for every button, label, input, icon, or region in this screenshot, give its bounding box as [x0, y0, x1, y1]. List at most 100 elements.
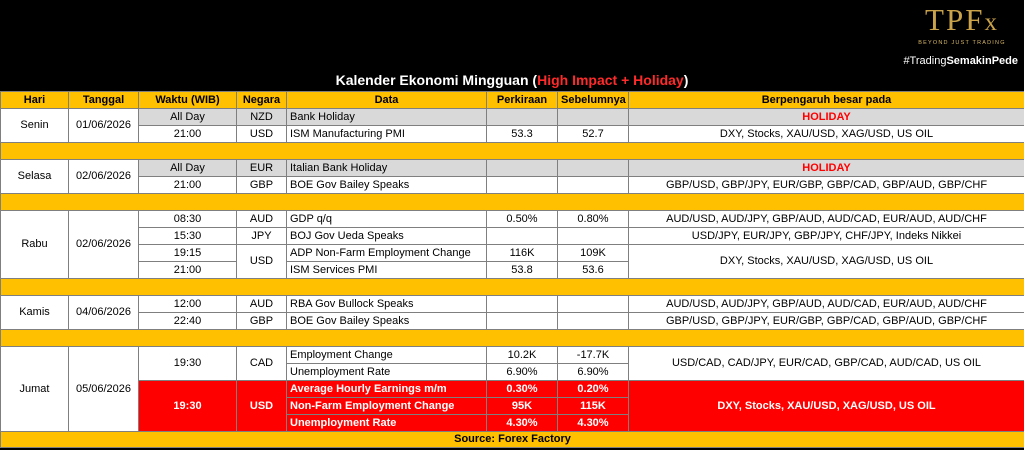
- previous-cell: 53.6: [557, 261, 629, 279]
- header-cell: Berpengaruh besar pada: [628, 91, 1024, 109]
- impact-cell: AUD/USD, AUD/JPY, GBP/AUD, AUD/CAD, EUR/…: [628, 210, 1024, 228]
- table-row: Rabu 02/06/2026 08:30 AUD GDP q/q 0.50% …: [0, 210, 1024, 279]
- forecast-cell: [486, 176, 558, 194]
- impact-cell: DXY, Stocks, XAU/USD, XAG/USD, US OIL: [628, 244, 1024, 279]
- previous-cell: 0.20%: [557, 380, 629, 398]
- header-cell: Tanggal: [68, 91, 139, 109]
- impact-cell: DXY, Stocks, XAU/USD, XAG/USD, US OIL: [628, 380, 1024, 432]
- separator-cell: [0, 142, 1024, 160]
- country-cell: GBP: [236, 312, 287, 330]
- time-cell: 15:30: [138, 227, 237, 245]
- holiday-badge: HOLIDAY: [628, 159, 1024, 177]
- table-row: Jumat 05/06/2026 19:30 CAD Employment Ch…: [0, 346, 1024, 432]
- table-row: 21:00 ISM Services PMI 53.8 53.6: [1, 261, 1024, 279]
- day-cell: Selasa: [0, 159, 69, 194]
- event-cell: ISM Manufacturing PMI: [286, 125, 487, 143]
- impact-cell: GBP/USD, GBP/JPY, EUR/GBP, GBP/CAD, GBP/…: [628, 312, 1024, 330]
- time-cell: 08:30: [138, 210, 237, 228]
- forecast-cell: 0.30%: [486, 380, 558, 398]
- country-cell: USD: [236, 125, 287, 143]
- table-row: Kamis 04/06/2026 12:00 AUD RBA Gov Bullo…: [0, 295, 1024, 330]
- table-row: 22:40 GBP BOE Gov Bailey Speaks GBP/USD,…: [1, 312, 1024, 330]
- table-row: 21:00 USD ISM Manufacturing PMI 53.3 52.…: [1, 125, 1024, 143]
- table-row: Selasa 02/06/2026 All Day EUR Italian Ba…: [0, 159, 1024, 194]
- forecast-cell: [486, 227, 558, 245]
- table-row: Unemployment Rate 6.90% 6.90%: [1, 363, 1024, 381]
- event-cell: GDP q/q: [286, 210, 487, 228]
- hashtag-bold: SemakinPede: [946, 55, 1018, 67]
- previous-cell: 52.7: [557, 125, 629, 143]
- forecast-cell: 6.90%: [486, 363, 558, 381]
- hashtag-prefix: #Trading: [903, 55, 947, 67]
- date-cell: 02/06/2026: [68, 159, 139, 194]
- time-cell: 19:30: [138, 346, 237, 381]
- table-row-high-impact: 19:30 USD Average Hourly Earnings m/m 0.…: [1, 380, 1024, 432]
- forecast-cell: [486, 108, 558, 126]
- header-row: Hari Tanggal Waktu (WIB) Negara Data Per…: [0, 91, 1024, 109]
- source-row: Source: Forex Factory: [0, 431, 1024, 448]
- forecast-cell: [486, 159, 558, 177]
- time-cell: All Day: [138, 159, 237, 177]
- forecast-cell: 0.50%: [486, 210, 558, 228]
- previous-cell: 0.80%: [557, 210, 629, 228]
- previous-cell: [557, 108, 629, 126]
- date-cell: 05/06/2026: [68, 346, 139, 432]
- hashtag: #TradingSemakinPede: [903, 55, 1018, 67]
- country-cell: GBP: [236, 176, 287, 194]
- time-cell: 21:00: [138, 176, 237, 194]
- page-title: Kalender Ekonomi Mingguan (High Impact +…: [0, 70, 1024, 90]
- title-highlight: High Impact + Holiday: [537, 72, 684, 88]
- event-cell: BOE Gov Bailey Speaks: [286, 312, 487, 330]
- forecast-cell: [486, 312, 558, 330]
- separator-row: [0, 193, 1024, 211]
- table-row: 21:00 GBP BOE Gov Bailey Speaks GBP/USD,…: [1, 176, 1024, 194]
- impact-cell: GBP/USD, GBP/JPY, EUR/GBP, GBP/CAD, GBP/…: [628, 176, 1024, 194]
- time-cell: 22:40: [138, 312, 237, 330]
- event-cell: RBA Gov Bullock Speaks: [286, 295, 487, 313]
- day-cell: Jumat: [0, 346, 69, 432]
- country-cell: NZD: [236, 108, 287, 126]
- time-cell: 21:00: [138, 125, 237, 143]
- table-row: Senin 01/06/2026 All Day NZD Bank Holida…: [0, 108, 1024, 143]
- forecast-cell: 116K: [486, 244, 558, 262]
- day-cell: Senin: [0, 108, 69, 143]
- header-cell: Data: [286, 91, 487, 109]
- separator-cell: [0, 278, 1024, 296]
- forecast-cell: 53.3: [486, 125, 558, 143]
- table-row: 15:30 JPY BOJ Gov Ueda Speaks USD/JPY, E…: [1, 227, 1024, 245]
- previous-cell: 4.30%: [557, 414, 629, 432]
- country-cell: EUR: [236, 159, 287, 177]
- logo-main-text: TPF: [925, 2, 985, 37]
- previous-cell: -17.7K: [557, 346, 629, 364]
- forecast-cell: 4.30%: [486, 414, 558, 432]
- previous-cell: 6.90%: [557, 363, 629, 381]
- table-row-high-impact: Unemployment Rate 4.30% 4.30%: [1, 414, 1024, 432]
- forecast-cell: 10.2K: [486, 346, 558, 364]
- holiday-badge: HOLIDAY: [628, 108, 1024, 126]
- time-cell: All Day: [138, 108, 237, 126]
- separator-row: [0, 142, 1024, 160]
- day-cell: Rabu: [0, 210, 69, 279]
- previous-cell: 109K: [557, 244, 629, 262]
- previous-cell: 115K: [557, 397, 629, 415]
- previous-cell: [557, 176, 629, 194]
- country-cell: AUD: [236, 295, 287, 313]
- previous-cell: [557, 227, 629, 245]
- country-cell: JPY: [236, 227, 287, 245]
- impact-cell: USD/JPY, EUR/JPY, GBP/JPY, CHF/JPY, Inde…: [628, 227, 1024, 245]
- header-cell: Sebelumnya: [557, 91, 629, 109]
- country-cell: USD: [236, 380, 287, 432]
- event-cell: BOJ Gov Ueda Speaks: [286, 227, 487, 245]
- date-cell: 02/06/2026: [68, 210, 139, 279]
- table-row: 19:15 USD ADP Non-Farm Employment Change…: [1, 244, 1024, 279]
- impact-cell: AUD/USD, AUD/JPY, GBP/AUD, AUD/CAD, EUR/…: [628, 295, 1024, 313]
- time-cell: 19:30: [138, 380, 237, 432]
- event-cell: Bank Holiday: [286, 108, 487, 126]
- title-suffix: ): [683, 72, 689, 88]
- source-note: Source: Forex Factory: [0, 431, 1024, 448]
- event-cell: Non-Farm Employment Change: [286, 397, 487, 415]
- day-cell: Kamis: [0, 295, 69, 330]
- previous-cell: [557, 312, 629, 330]
- logo-tagline: BEYOND JUST TRADING: [918, 40, 1006, 46]
